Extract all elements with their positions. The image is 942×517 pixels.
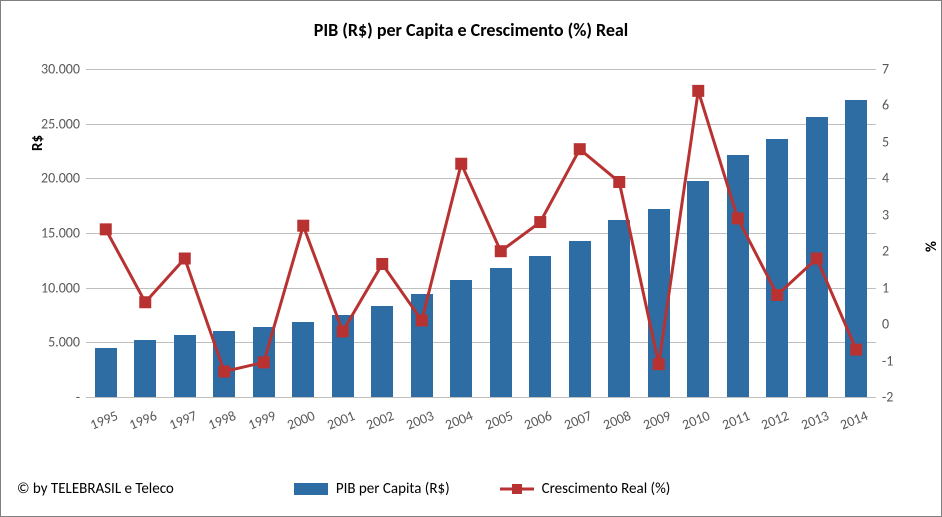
x-tick-label: 2014: [838, 407, 871, 433]
legend-items: PIB per Capita (R$) Crescimento Real (%): [294, 480, 671, 498]
line-marker: [337, 326, 348, 337]
line-marker: [100, 224, 111, 235]
x-tick-label: 2013: [798, 407, 831, 433]
legend: © by TELEBRASIL e Teleco PIB per Capita …: [1, 462, 941, 516]
x-tick-label: 2012: [759, 407, 792, 433]
x-axis-labels: 1995 19961997 19981999 20002001 20022003 2004…: [86, 401, 876, 441]
y-left-tick-label: 5.000: [48, 334, 86, 351]
x-tick-label: 1996: [127, 407, 160, 433]
x-tick-label: 2005: [482, 407, 515, 433]
x-tick-label: 2001: [324, 407, 357, 433]
y-left-tick-label: 20.000: [41, 170, 86, 187]
legend-line-label: Crescimento Real (%): [542, 480, 671, 498]
x-tick-label: 2009: [640, 407, 673, 433]
plot-area: -5.00010.00015.00020.00025.00030.000-2-1…: [86, 69, 876, 397]
line-marker: [535, 217, 546, 228]
legend-item-bar: PIB per Capita (R$): [294, 480, 450, 498]
y-right-tick-label: 5: [876, 133, 889, 150]
y-left-tick-label: 30.000: [41, 61, 86, 78]
x-tick-label: 2010: [680, 407, 713, 433]
line-marker: [772, 289, 783, 300]
x-tick-label: 2003: [403, 407, 436, 433]
y-left-axis-title: R$: [29, 135, 47, 151]
line-marker: [456, 158, 467, 169]
legend-bar-label: PIB per Capita (R$): [336, 480, 450, 498]
chart-container: PIB (R$) per Capita e Crescimento (%) Re…: [0, 0, 942, 517]
y-right-tick-label: 1: [876, 279, 889, 296]
y-right-tick-label: 4: [876, 170, 889, 187]
y-right-tick-label: -2: [876, 389, 893, 406]
x-tick-label: 2002: [364, 407, 397, 433]
legend-line-swatch: [500, 482, 534, 496]
line-marker: [377, 258, 388, 269]
x-tick-label: 2006: [522, 407, 555, 433]
legend-bar-swatch: [294, 483, 328, 495]
line-marker: [693, 85, 704, 96]
line-marker: [298, 220, 309, 231]
line-marker: [574, 144, 585, 155]
x-tick-label: 1999: [245, 407, 278, 433]
line-marker: [416, 315, 427, 326]
y-right-axis-title: %: [923, 241, 941, 252]
y-left-tick-label: 10.000: [41, 279, 86, 296]
copyright-text: © by TELEBRASIL e Teleco: [1, 480, 174, 498]
y-right-tick-label: 0: [876, 316, 889, 333]
x-tick-label: 1997: [166, 407, 199, 433]
x-tick-label: 2008: [601, 407, 634, 433]
line-marker: [179, 253, 190, 264]
y-left-tick-label: -: [76, 389, 86, 406]
y-left-tick-label: 15.000: [41, 225, 86, 242]
y-right-tick-label: -1: [876, 352, 893, 369]
x-tick-label: 1998: [206, 407, 239, 433]
y-right-tick-label: 2: [876, 243, 889, 260]
line-marker: [732, 213, 743, 224]
y-right-tick-label: 6: [876, 97, 889, 114]
line-marker: [219, 366, 230, 377]
line-marker: [851, 344, 862, 355]
x-tick-label: 2011: [719, 407, 752, 433]
line-marker: [614, 176, 625, 187]
line-marker: [140, 297, 151, 308]
y-right-tick-label: 3: [876, 206, 889, 223]
y-right-tick-label: 7: [876, 61, 889, 78]
chart-title: PIB (R$) per Capita e Crescimento (%) Re…: [1, 1, 941, 41]
line-marker: [495, 246, 506, 257]
x-tick-label: 2004: [443, 407, 476, 433]
line-marker: [653, 359, 664, 370]
x-tick-label: 2007: [561, 407, 594, 433]
line-series: [86, 69, 876, 397]
x-tick-label: 2000: [285, 407, 318, 433]
legend-item-line: Crescimento Real (%): [500, 480, 671, 498]
x-tick-label: 1995: [87, 407, 120, 433]
line-marker: [811, 253, 822, 264]
y-left-tick-label: 25.000: [41, 115, 86, 132]
line-marker: [258, 357, 269, 368]
